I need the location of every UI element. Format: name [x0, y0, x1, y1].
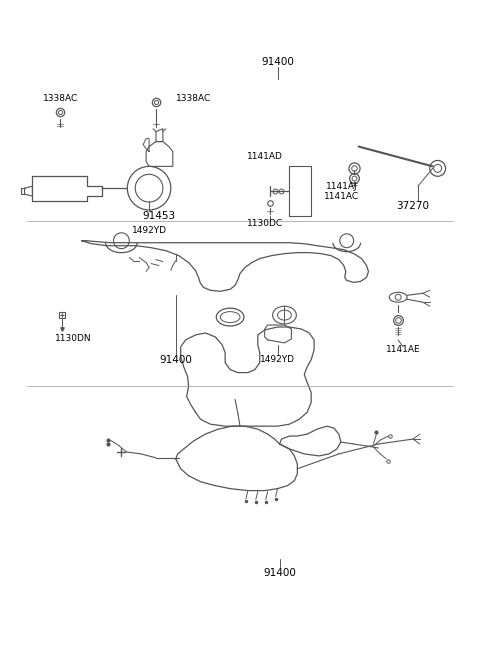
Text: 1141AC: 1141AC	[324, 192, 360, 200]
Text: 1141AJ: 1141AJ	[326, 181, 358, 191]
Text: 1141AD: 1141AD	[247, 152, 283, 161]
Text: 1338AC: 1338AC	[43, 94, 78, 103]
Text: 37270: 37270	[396, 201, 430, 211]
Text: 1338AC: 1338AC	[176, 94, 211, 103]
Text: 91453: 91453	[143, 211, 176, 221]
Text: 1141AE: 1141AE	[386, 345, 420, 354]
Text: 1492YD: 1492YD	[132, 227, 167, 235]
Text: 91400: 91400	[159, 355, 192, 365]
Text: 1492YD: 1492YD	[260, 355, 295, 364]
Text: 1130DN: 1130DN	[55, 335, 92, 343]
Text: 91400: 91400	[261, 57, 294, 67]
Text: 1130DC: 1130DC	[247, 219, 283, 229]
Text: 91400: 91400	[263, 568, 296, 578]
